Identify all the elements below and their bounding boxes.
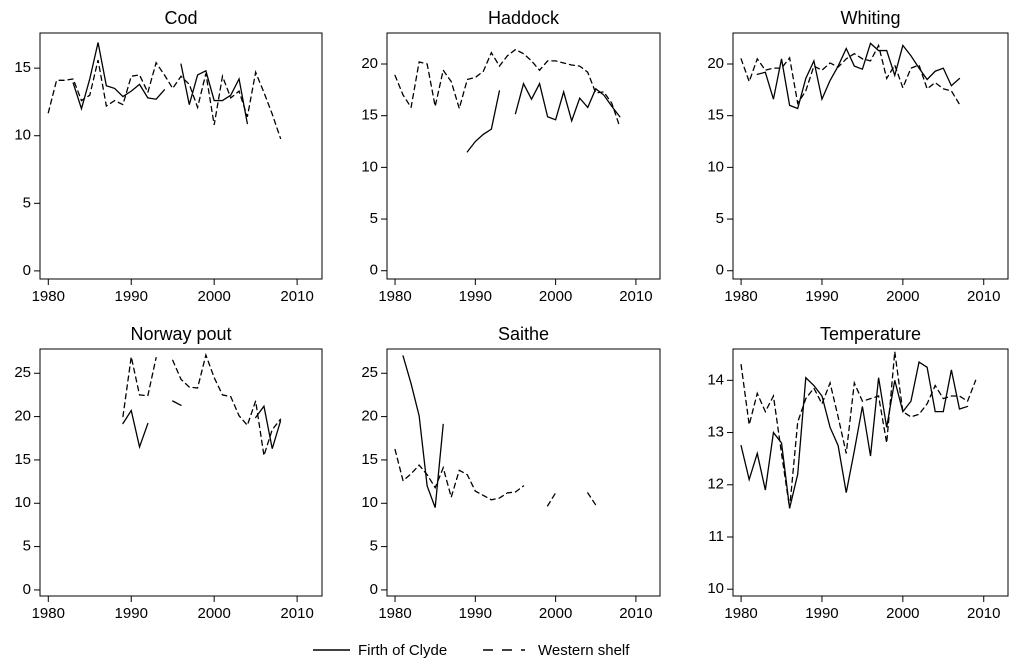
y-tick-label: 10 xyxy=(14,127,31,144)
x-tick-label: 2000 xyxy=(197,605,230,622)
y-tick-label: 25 xyxy=(14,364,31,381)
series-line xyxy=(740,360,969,509)
series-line xyxy=(394,48,621,128)
y-tick-label: 15 xyxy=(14,59,31,76)
y-tick-label: 10 xyxy=(14,494,31,511)
x-tick-label: 2000 xyxy=(197,288,230,305)
x-tick-label: 1980 xyxy=(724,605,757,622)
panel-title: Saithe xyxy=(498,324,549,344)
panel-title: Norway pout xyxy=(130,324,231,344)
x-tick-label: 1980 xyxy=(32,288,65,305)
y-tick-label: 13 xyxy=(707,424,724,441)
y-tick-label: 14 xyxy=(707,371,724,388)
y-tick-label: 10 xyxy=(361,158,378,175)
plot-frame xyxy=(39,348,323,597)
y-tick-label: 15 xyxy=(14,451,31,468)
y-tick-label: 0 xyxy=(370,262,378,279)
plot-frame xyxy=(732,348,1009,597)
x-tick-label: 1980 xyxy=(32,605,65,622)
y-tick-label: 0 xyxy=(370,581,378,598)
series-line xyxy=(740,351,977,509)
series-line xyxy=(394,448,597,507)
y-tick-label: 25 xyxy=(361,364,378,381)
x-tick-label: 1990 xyxy=(459,605,492,622)
series-line xyxy=(122,400,282,450)
x-tick-label: 1990 xyxy=(115,605,148,622)
y-tick-label: 20 xyxy=(361,55,378,72)
plot-frame xyxy=(732,32,1009,280)
x-tick-label: 2000 xyxy=(539,605,572,622)
y-tick-label: 10 xyxy=(707,158,724,175)
x-tick-label: 1980 xyxy=(724,288,757,305)
series-line xyxy=(740,43,961,106)
series-line xyxy=(72,42,248,125)
y-tick-label: 20 xyxy=(361,408,378,425)
series-line xyxy=(122,352,282,456)
plot-frame xyxy=(386,32,661,280)
x-tick-label: 2010 xyxy=(967,288,1000,305)
x-tick-label: 2010 xyxy=(619,288,652,305)
y-tick-label: 20 xyxy=(707,55,724,72)
y-tick-label: 5 xyxy=(370,538,378,555)
panel-title: Whiting xyxy=(840,8,900,28)
y-tick-label: 15 xyxy=(361,107,378,124)
y-tick-label: 10 xyxy=(707,580,724,597)
panel-title: Temperature xyxy=(820,324,921,344)
y-tick-label: 0 xyxy=(716,262,724,279)
x-tick-label: 1990 xyxy=(805,605,838,622)
y-tick-label: 5 xyxy=(716,210,724,227)
plot-frame xyxy=(386,348,661,597)
panel-title: Cod xyxy=(164,8,197,28)
y-tick-label: 11 xyxy=(708,528,724,545)
y-tick-label: 5 xyxy=(370,210,378,227)
plot-frame xyxy=(39,32,323,280)
y-tick-label: 15 xyxy=(707,107,724,124)
x-tick-label: 1980 xyxy=(378,605,411,622)
x-tick-label: 2010 xyxy=(967,605,1000,622)
series-line xyxy=(402,355,444,508)
x-tick-label: 2000 xyxy=(886,288,919,305)
legend-label: Firth of Clyde xyxy=(358,642,447,659)
panel-title: Haddock xyxy=(488,8,560,28)
series-line xyxy=(466,81,621,153)
y-tick-label: 10 xyxy=(361,494,378,511)
x-tick-label: 2000 xyxy=(539,288,572,305)
y-tick-label: 15 xyxy=(361,451,378,468)
y-tick-label: 20 xyxy=(14,408,31,425)
legend-label: Western shelf xyxy=(538,642,630,659)
y-tick-label: 12 xyxy=(707,476,724,493)
x-tick-label: 2010 xyxy=(619,605,652,622)
y-tick-label: 0 xyxy=(23,581,31,598)
x-tick-label: 1980 xyxy=(378,288,411,305)
y-tick-label: 5 xyxy=(23,538,31,555)
x-tick-label: 1990 xyxy=(115,288,148,305)
series-line xyxy=(47,59,282,140)
x-tick-label: 1990 xyxy=(805,288,838,305)
x-tick-label: 2000 xyxy=(886,605,919,622)
x-tick-label: 2010 xyxy=(280,288,313,305)
x-tick-label: 2010 xyxy=(280,605,313,622)
x-tick-label: 1990 xyxy=(459,288,492,305)
y-tick-label: 5 xyxy=(23,194,31,211)
series-line xyxy=(756,42,961,110)
y-tick-label: 0 xyxy=(23,262,31,279)
